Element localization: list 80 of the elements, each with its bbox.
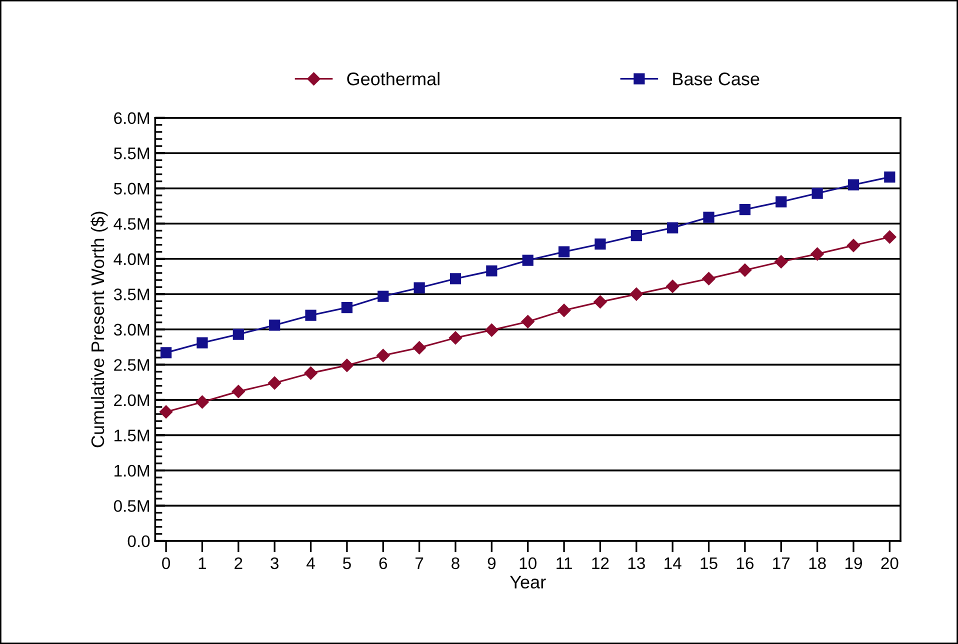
x-tick-label: 0 bbox=[162, 557, 170, 570]
x-axis-title: Year bbox=[510, 576, 546, 589]
y-tick-label: 3.5M bbox=[114, 288, 149, 300]
point bbox=[774, 255, 788, 268]
point bbox=[412, 341, 426, 354]
point bbox=[666, 280, 680, 293]
x-tick-label: 17 bbox=[773, 558, 790, 570]
y-tick-label: 0.0 bbox=[128, 535, 150, 548]
y-tick-label: 5.0M bbox=[114, 182, 149, 195]
point bbox=[521, 315, 534, 328]
x-tick-label: 11 bbox=[556, 558, 572, 570]
point bbox=[341, 302, 353, 314]
point bbox=[594, 295, 607, 308]
y-tick-label: 6.0M bbox=[114, 112, 149, 124]
y-axis-title: Cumulative Present Worth ($) bbox=[90, 212, 108, 448]
x-tick-label: 4 bbox=[306, 558, 315, 570]
x-tick-label: 19 bbox=[845, 557, 862, 570]
point bbox=[848, 179, 860, 190]
x-tick-label: 5 bbox=[342, 558, 351, 570]
y-tick-label: 1.5M bbox=[114, 430, 149, 442]
x-tick-label: 2 bbox=[234, 557, 242, 570]
x-tick-label: 1 bbox=[198, 558, 206, 570]
point bbox=[883, 230, 896, 244]
point bbox=[414, 282, 425, 294]
point bbox=[304, 366, 318, 380]
x-tick-label: 6 bbox=[379, 557, 388, 570]
y-tick-label: 2.0M bbox=[114, 394, 149, 406]
point bbox=[160, 347, 172, 358]
y-tick-label: 3.0M bbox=[114, 324, 149, 336]
x-tick-label: 13 bbox=[628, 557, 645, 570]
point bbox=[159, 405, 173, 418]
point bbox=[776, 196, 787, 208]
point bbox=[232, 384, 245, 398]
x-tick-label: 9 bbox=[488, 557, 496, 570]
point bbox=[378, 290, 389, 302]
y-tick-label: 1.0M bbox=[114, 464, 149, 477]
point bbox=[846, 238, 860, 252]
point bbox=[196, 395, 209, 409]
point bbox=[810, 247, 824, 261]
point bbox=[268, 376, 282, 390]
y-tick-label: 0.5M bbox=[114, 500, 149, 512]
x-tick-label: 15 bbox=[700, 558, 718, 570]
point bbox=[232, 328, 244, 340]
y-tick-label: 4.5M bbox=[114, 218, 149, 230]
x-tick-label: 8 bbox=[452, 557, 460, 570]
point bbox=[485, 324, 498, 337]
point bbox=[812, 188, 823, 199]
point bbox=[667, 222, 678, 234]
x-tick-label: 16 bbox=[736, 557, 754, 570]
point bbox=[739, 204, 750, 216]
x-tick-label: 20 bbox=[881, 557, 898, 570]
point bbox=[305, 310, 316, 321]
point bbox=[630, 230, 642, 242]
point bbox=[702, 272, 716, 286]
point bbox=[884, 172, 896, 183]
point bbox=[594, 238, 606, 250]
legend-label: Base Case bbox=[673, 72, 760, 86]
x-tick-label: 18 bbox=[809, 557, 826, 570]
point bbox=[196, 337, 208, 348]
point bbox=[269, 320, 280, 331]
point bbox=[630, 288, 643, 301]
x-tick-label: 12 bbox=[592, 557, 609, 570]
x-tick-label: 7 bbox=[416, 558, 424, 570]
x-tick-label: 14 bbox=[664, 558, 682, 570]
y-tick-label: 2.5M bbox=[114, 359, 149, 371]
point bbox=[376, 348, 390, 362]
point bbox=[486, 265, 498, 276]
x-tick-label: 3 bbox=[270, 557, 278, 570]
point bbox=[340, 358, 354, 372]
point bbox=[557, 304, 571, 317]
point bbox=[450, 273, 462, 284]
point bbox=[738, 264, 752, 277]
x-tick-label: 10 bbox=[520, 557, 536, 570]
point bbox=[448, 331, 462, 344]
y-tick-label: 4.0M bbox=[114, 253, 149, 266]
point bbox=[522, 254, 534, 266]
point bbox=[558, 246, 570, 258]
point bbox=[703, 212, 714, 223]
y-tick-label: 5.5M bbox=[114, 148, 149, 160]
legend-label: Geothermal bbox=[347, 72, 440, 86]
